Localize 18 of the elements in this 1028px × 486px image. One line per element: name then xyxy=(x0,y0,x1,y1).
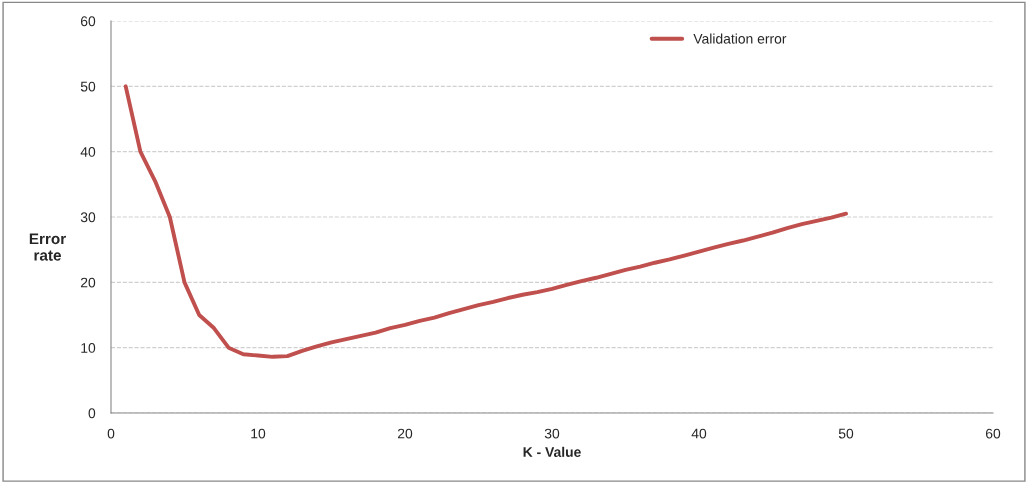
line-series xyxy=(123,84,848,359)
x-tick-label: 40 xyxy=(691,428,707,439)
y-tick-label: 20 xyxy=(80,277,96,288)
x-tick-label: 50 xyxy=(838,428,854,439)
legend-label: Validation error xyxy=(693,33,787,44)
y-axis-title: Error rate xyxy=(29,233,66,261)
y-tick-label: 40 xyxy=(80,147,96,157)
x-tick-label: 20 xyxy=(397,428,413,439)
x-axis-title: K - Value xyxy=(523,446,581,457)
y-tick-label: 30 xyxy=(80,212,96,223)
y-tick-label: 60 xyxy=(80,16,96,27)
x-tick-label: 10 xyxy=(251,428,266,439)
x-tick-label: 60 xyxy=(985,428,1001,439)
y-tick-label: 10 xyxy=(81,343,96,353)
y-tick-label: 0 xyxy=(88,408,96,419)
y-tick-label: 50 xyxy=(80,81,96,92)
x-tick-label: 0 xyxy=(107,428,115,439)
x-tick-label: 30 xyxy=(544,428,560,439)
